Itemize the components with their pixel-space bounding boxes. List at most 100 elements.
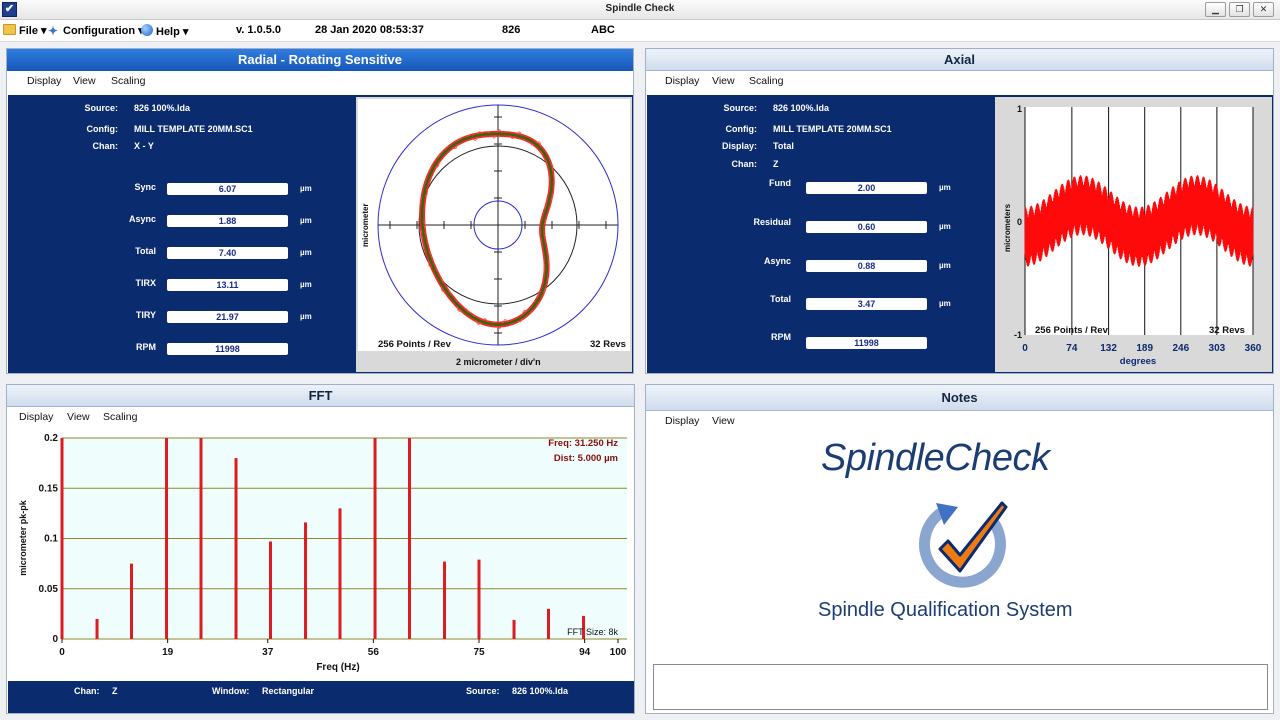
fft-bar [443, 561, 447, 639]
fft-chart: 0 0.05 0.1 0.15 0.2 0 19 37 56 75 94 100 micromete… [8, 428, 634, 681]
axial-revs-label: 32 Revs [1209, 325, 1245, 336]
radial-async-unit: µm [300, 216, 312, 225]
radial-async-label: Async [128, 214, 156, 224]
restore-button[interactable]: ❐ [1229, 2, 1250, 17]
radial-source-label: Source: [84, 103, 118, 113]
config-wand-icon: ✦ [48, 24, 59, 38]
fft-bar [165, 438, 169, 639]
radial-data-area: Source: 826 100%.lda Config: MILL TEMPLA… [8, 95, 633, 373]
radial-tirx-unit: µm [300, 280, 312, 289]
fft-xtick-label: 19 [162, 647, 174, 658]
fft-bar [60, 438, 64, 639]
fft-status-bar: Chan: Z Window: Rectangular Source: 826 … [8, 681, 634, 713]
radial-tiry-field: 21.97 [167, 311, 288, 323]
radial-source-value: 826 100%.lda [134, 103, 191, 113]
help-globe-icon [141, 24, 153, 36]
notes-panel-title: Notes [646, 385, 1273, 411]
notes-panel-menu: Display View [646, 411, 1273, 431]
datetime-label: 28 Jan 2020 08:53:37 [315, 24, 424, 36]
radial-async-field: 1.88 [167, 215, 288, 227]
axial-waveform-plot: 1 0 -1 micrometers 256 Points / Rev 32 R… [995, 97, 1272, 372]
axial-config-label: Config: [725, 124, 758, 134]
radial-panel: Radial - Rotating Sensitive Display View… [6, 48, 634, 374]
axial-residual-unit: µm [939, 222, 951, 231]
fft-xtick-label: 0 [59, 647, 65, 658]
folder-icon [3, 24, 16, 35]
axial-xtick-label: 246 [1172, 343, 1189, 354]
radial-rpm-field: 11998 [167, 343, 288, 355]
axial-xtick-label: 189 [1136, 343, 1153, 354]
axial-xlabel: degrees [1120, 356, 1156, 367]
radial-scale-label: 2 micrometer / div'n [456, 357, 541, 367]
fft-bar [199, 438, 203, 639]
fft-xtick-label: 100 [610, 647, 627, 658]
axial-xtick-label: 303 [1209, 343, 1226, 354]
radial-sync-unit: µm [300, 184, 312, 193]
radial-tirx-label: TIRX [135, 278, 156, 288]
fft-menu-view[interactable]: View [67, 411, 90, 423]
notes-menu-display[interactable]: Display [665, 415, 700, 427]
axial-rpm-label: RPM [771, 332, 791, 342]
fft-panel: FFT Display View Scaling 0 0.05 0.1 0.15 0.2… [6, 384, 635, 714]
axial-data-area: Source: 826 100%.lda Config: MILL TEMPLA… [647, 95, 1273, 373]
version-label: v. 1.0.5.0 [236, 24, 282, 36]
notes-text-area[interactable] [653, 664, 1268, 710]
axial-source-value: 826 100%.lda [773, 103, 830, 113]
radial-points-label: 256 Points / Rev [378, 339, 452, 350]
radial-total-field: 7.40 [167, 247, 288, 259]
axial-menu-display[interactable]: Display [665, 75, 700, 87]
axial-chan-value: Z [773, 159, 779, 169]
fft-bar [408, 438, 411, 639]
fft-menu-display[interactable]: Display [19, 411, 54, 423]
fft-size-label: FFT Size: 8k [567, 627, 618, 637]
radial-rpm-label: RPM [136, 342, 156, 352]
axial-menu-view[interactable]: View [712, 75, 735, 87]
fft-bar [547, 608, 550, 639]
fft-dist-readout: Dist: 5.000 µm [554, 453, 618, 464]
radial-ylabel: micrometer [361, 203, 370, 247]
radial-menu-display[interactable]: Display [27, 75, 62, 87]
radial-menu-scaling[interactable]: Scaling [111, 75, 146, 87]
fft-status-window-value: Rectangular [262, 686, 315, 696]
fft-panel-title: FFT [7, 385, 634, 407]
menu-configuration-label: Configuration [63, 25, 136, 37]
fft-bar [234, 458, 238, 639]
axial-xtick-label: 74 [1066, 343, 1078, 354]
spindlecheck-logo-title: SpindleCheck [821, 437, 1050, 479]
notes-menu-view[interactable]: View [712, 415, 735, 427]
fft-status-chan-label: Chan: [74, 686, 100, 696]
axial-rpm-field: 11998 [806, 337, 927, 349]
spindlecheck-logo-subtitle: Spindle Qualification System [818, 599, 1073, 621]
menu-configuration[interactable]: ✦ Configuration ▾ [48, 24, 144, 38]
menu-help[interactable]: Help ▾ [141, 24, 188, 38]
fft-status-source-label: Source: [466, 686, 500, 696]
axial-ylabel: micrometers [1003, 203, 1012, 252]
axial-async-label: Async [763, 256, 791, 266]
axial-display-label: Display: [721, 141, 757, 151]
minimize-button[interactable]: ▁ [1205, 2, 1226, 17]
fft-menu-scaling[interactable]: Scaling [103, 411, 138, 423]
app-icon: ✔ [2, 2, 17, 17]
radial-panel-title: Radial - Rotating Sensitive [7, 49, 633, 71]
fft-bar [477, 559, 481, 639]
close-button[interactable]: ✕ [1253, 2, 1274, 17]
axial-menu-scaling[interactable]: Scaling [749, 75, 784, 87]
axial-source-label: Source: [723, 103, 757, 113]
radial-config-value: MILL TEMPLATE 20MM.SC1 [134, 124, 253, 134]
fft-bar [582, 615, 586, 639]
fft-bar [95, 618, 99, 639]
fft-bar [269, 541, 272, 639]
axial-waveform-svg: 1 0 -1 micrometers 256 Points / Rev 32 R… [1003, 104, 1262, 367]
radial-sync-field: 6.07 [167, 183, 288, 195]
menu-file[interactable]: File ▾ [3, 24, 47, 37]
axial-display-value: Total [773, 141, 794, 151]
axial-async-unit: µm [939, 261, 951, 270]
fft-bar [373, 438, 377, 639]
radial-menu-view[interactable]: View [73, 75, 96, 87]
radial-tiry-unit: µm [300, 312, 312, 321]
radial-tiry-label: TIRY [135, 310, 156, 320]
radial-config-label: Config: [86, 124, 119, 134]
fft-status-chan-value: Z [112, 686, 118, 696]
machine-label: 826 [502, 24, 521, 36]
